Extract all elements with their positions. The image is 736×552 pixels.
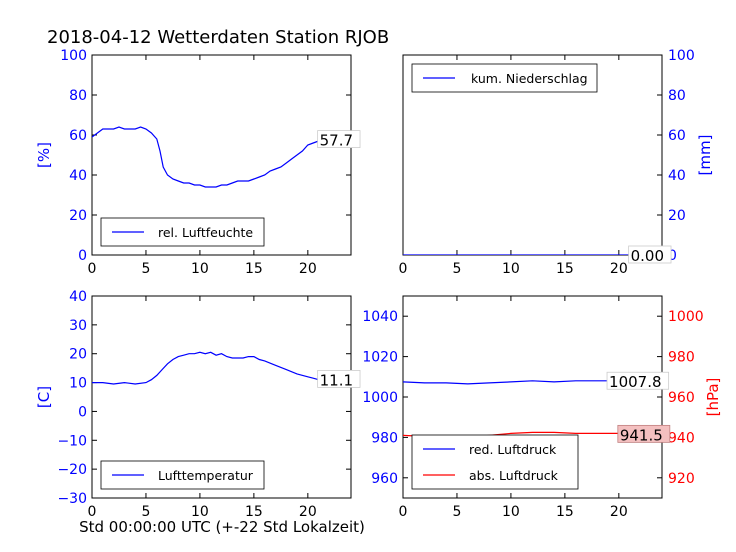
pressure-annotation-value: 941.5 [620,426,663,444]
x-tick-label: 10 [502,261,520,277]
y-tick-label: 80 [69,88,87,104]
pressure-annotation-box [606,371,670,390]
y-tick-label-right: 1000 [668,309,704,325]
x-tick-label: 20 [610,261,628,277]
x-tick-label: 15 [245,504,263,520]
x-tick-label: 5 [452,261,461,277]
y-tick-label-right: 40 [668,168,686,184]
y-tick-label: 40 [69,289,87,305]
x-tick-label: 10 [191,504,209,520]
pressure-annotation-box [617,424,671,443]
pressure-legend [411,434,579,490]
x-tick-label: 15 [556,261,574,277]
x-tick-label: 15 [245,261,263,277]
y-tick-label-right: 60 [668,128,686,144]
temperature-annotation-value: 11.1 [320,371,353,389]
x-tick-label: 5 [141,504,150,520]
precipitation-annotation-box [628,245,672,264]
y-tick-label-right: 920 [668,471,695,487]
legend-label: rel. Luftfeuchte [158,225,253,240]
y-tick-label: 60 [69,128,87,144]
legend-label: abs. Luftdruck [469,468,559,483]
y-tick-label: 20 [69,347,87,363]
humidity-plot-frame [91,54,352,256]
x-tick-label: 20 [610,504,628,520]
pressure-panel: 0 5 10 15 20 960 980 1000 1020 1040 920 940 960 980 10… [362,295,722,520]
legend-label: kum. Niederschlag [471,71,588,86]
pressure-annotation-value: 1007.8 [609,373,662,391]
humidity-series-rel-luftfeuchte [92,126,351,188]
x-tick-label: 15 [556,504,574,520]
y-tick-label-right: 20 [668,208,686,224]
precipitation-panel: 0 5 10 15 20 0 20 40 60 80 100 [mm] 0.00 kum. Nieders… [399,48,714,277]
humidity-annotation-value: 57.7 [320,132,353,150]
x-tick-label: 10 [502,504,520,520]
y-tick-label: −30 [57,491,87,507]
humidity-annotation-box [317,130,361,149]
y-tick-label-right: 980 [668,350,695,366]
precipitation-annotation-value: 0.00 [631,247,664,265]
y-tick-label: 1000 [362,390,398,406]
y-tick-label: 100 [60,48,87,64]
y-tick-label-right: 940 [668,430,695,446]
y-tick-label: 960 [371,471,398,487]
x-tick-label: 0 [399,504,408,520]
humidity-panel: 0 5 10 15 20 0 20 40 60 80 100 [%] 57.7 rel. Luftfeuc… [35,48,361,277]
legend-label: red. Luftdruck [469,442,557,457]
y-tick-label: 40 [69,168,87,184]
y-tick-label: 30 [69,318,87,334]
humidity-y-axis-label: [%] [35,142,53,168]
x-tick-label: 20 [299,504,317,520]
y-tick-label: 1040 [362,309,398,325]
legend-label: Lufttemperatur [158,468,254,483]
figure-title: 2018-04-12 Wetterdaten Station RJOB [47,27,390,48]
temperature-panel: 0 5 10 15 20 −30 −20 −10 0 10 20 30 40 [C] 11.1 Lufttem… [35,289,361,520]
x-tick-label: 5 [141,261,150,277]
x-tick-label: 10 [191,261,209,277]
temperature-series-lufttemperatur [92,351,351,385]
y-tick-label: 980 [371,430,398,446]
y-tick-label: 10 [69,376,87,392]
x-tick-label: 0 [399,261,408,277]
temperature-y-axis-label: [C] [35,386,53,408]
y-tick-label: 0 [78,404,87,420]
x-tick-label: 0 [88,261,97,277]
y-tick-label: 0 [78,248,87,264]
x-tick-label: 20 [299,261,317,277]
temperature-plot-frame [91,295,352,499]
precipitation-y-axis-label: [mm] [696,135,714,176]
y-tick-label: −20 [57,462,87,478]
y-tick-label-right: 960 [668,390,695,406]
temperature-annotation-box [317,369,361,388]
y-tick-label: 20 [69,208,87,224]
y-tick-label: 1020 [362,350,398,366]
y-tick-label: −10 [57,433,87,449]
x-tick-label: 5 [452,504,461,520]
pressure-y-axis-label-right: [hPa] [704,378,722,417]
y-tick-label-right: 80 [668,88,686,104]
y-tick-label-right: 0 [668,248,677,264]
y-tick-label-right: 100 [668,48,695,64]
x-axis-label: Std 00:00:00 UTC (+-22 Std Lokalzeit) [79,518,365,536]
x-tick-label: 0 [88,504,97,520]
